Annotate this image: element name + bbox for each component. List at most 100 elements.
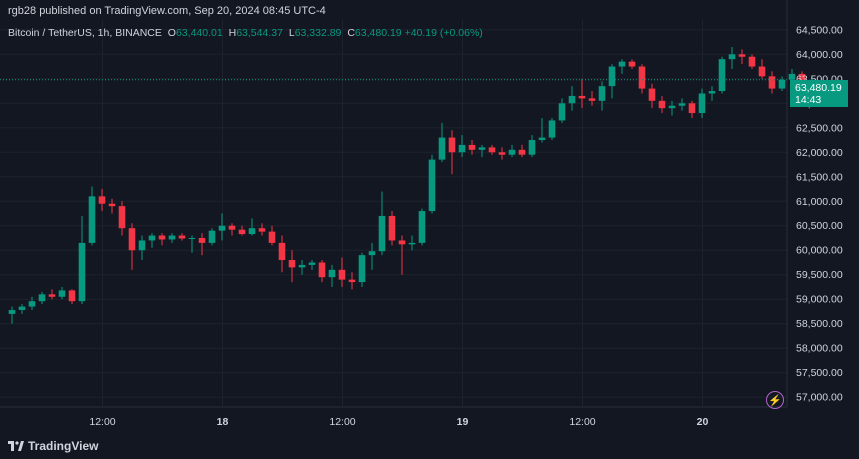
y-tick-label: 64,500.00 — [796, 24, 843, 36]
candle — [368, 242, 376, 270]
candle — [458, 135, 466, 158]
low-label: L — [288, 27, 295, 39]
close-value: 63,480.19 — [354, 27, 402, 39]
y-tick-label: 62,000.00 — [796, 147, 843, 159]
candle-body — [778, 79, 786, 89]
candle-body — [528, 140, 536, 155]
candle — [58, 286, 66, 300]
x-tick-label: 19 — [457, 416, 469, 428]
candle — [728, 46, 736, 69]
candle-body — [758, 66, 766, 77]
candle-body — [8, 310, 16, 314]
candle — [398, 235, 406, 275]
candle-body — [698, 93, 706, 114]
grid — [0, 0, 788, 408]
y-tick-label: 64,000.00 — [796, 49, 843, 61]
tradingview-brand[interactable]: TradingView — [8, 439, 98, 453]
candle-body — [488, 147, 496, 153]
change-value: +40.19 (+0.06%) — [404, 27, 483, 39]
candle — [188, 235, 196, 253]
candle-body — [48, 294, 56, 297]
candle — [148, 233, 156, 248]
candle-body — [478, 147, 486, 150]
candle — [208, 228, 216, 246]
close-label: C — [347, 27, 355, 39]
candle-body — [238, 229, 246, 235]
x-tick-label: 18 — [217, 416, 229, 428]
candle-body — [378, 215, 386, 252]
candle-body — [618, 61, 626, 67]
tradingview-logo-icon — [8, 441, 24, 451]
candle-body — [118, 206, 126, 229]
candle-body — [728, 54, 736, 60]
candle — [78, 215, 86, 305]
candle — [38, 291, 46, 305]
last-price-tag: 63,480.19 14:43 — [790, 80, 848, 107]
candle-body — [548, 120, 556, 138]
candle — [408, 235, 416, 251]
y-tick-label: 61,000.00 — [796, 196, 843, 208]
candle — [718, 56, 726, 94]
candle-body — [558, 103, 566, 121]
candle — [288, 250, 296, 283]
candle — [388, 211, 396, 246]
candle-body — [128, 228, 136, 251]
candle-body — [768, 76, 776, 89]
candle-body — [448, 137, 456, 153]
y-tick-label: 57,000.00 — [796, 392, 843, 404]
candle — [178, 233, 186, 241]
candle-body — [468, 144, 476, 150]
open-value: 63,440.01 — [175, 27, 223, 39]
candle-body — [498, 152, 506, 155]
candle — [308, 260, 316, 270]
candle-body — [318, 262, 326, 278]
candle — [768, 71, 776, 94]
y-tick-label: 60,500.00 — [796, 220, 843, 232]
candle-body — [138, 240, 146, 251]
candle — [108, 198, 116, 214]
high-label: H — [228, 27, 237, 39]
candle-body — [168, 235, 176, 240]
low-value: 63,332.89 — [294, 27, 342, 39]
candle — [698, 88, 706, 118]
candle-body — [158, 235, 166, 240]
x-axis[interactable]: 12:00 18 12:00 19 12:00 20 — [89, 416, 708, 428]
candle — [378, 191, 386, 256]
candle-body — [678, 103, 686, 106]
candle — [298, 260, 306, 275]
candle — [538, 117, 546, 143]
candle-body — [658, 100, 666, 109]
candle-body — [458, 144, 466, 153]
candle — [568, 86, 576, 111]
y-tick-label: 59,000.00 — [796, 294, 843, 306]
candle-body — [188, 237, 196, 239]
candle-body — [508, 149, 516, 155]
candle — [588, 91, 596, 106]
candle — [198, 233, 206, 256]
candle-body — [88, 196, 96, 243]
candle — [418, 208, 426, 246]
candle — [738, 49, 746, 65]
candle — [258, 223, 266, 236]
candle-body — [688, 103, 696, 114]
candle — [708, 86, 716, 101]
candle — [218, 213, 226, 241]
high-value: 63,544.37 — [236, 27, 283, 39]
candle-body — [588, 98, 596, 101]
candle-body — [608, 66, 616, 87]
candle — [168, 233, 176, 243]
candle — [28, 296, 36, 311]
published-caption: rgb28 published on TradingView.com, Sep … — [8, 5, 326, 17]
candle — [748, 54, 756, 69]
y-tick-label: 62,500.00 — [796, 122, 843, 134]
candle-body — [628, 61, 636, 67]
y-tick-label: 61,500.00 — [796, 171, 843, 183]
candle-body — [78, 242, 86, 302]
candle-body — [348, 279, 356, 283]
candle — [278, 235, 286, 273]
lightning-icon[interactable]: ⚡ — [766, 391, 784, 409]
candle-body — [228, 225, 236, 230]
candle-body — [18, 306, 26, 311]
candle — [498, 147, 506, 160]
